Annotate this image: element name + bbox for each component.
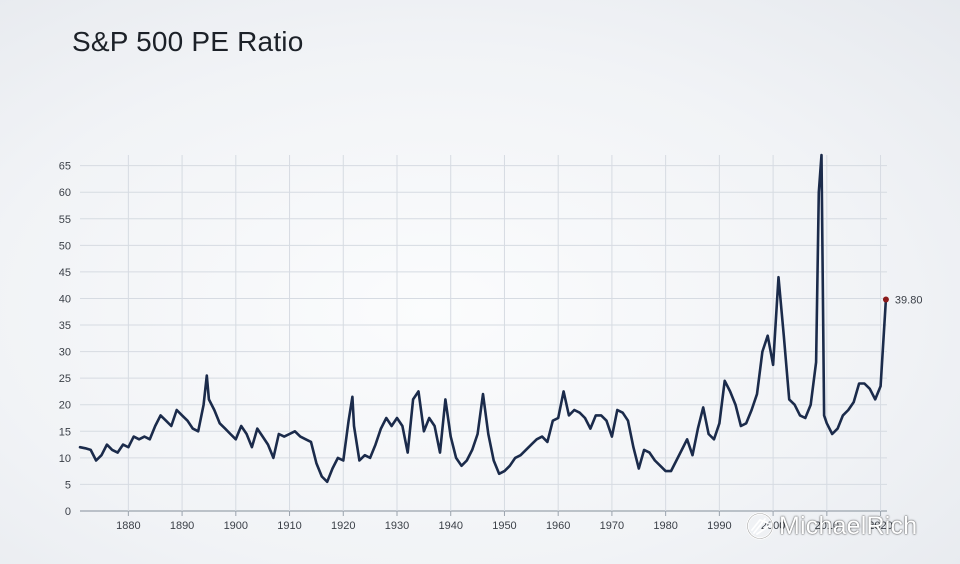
y-tick-label: 25 xyxy=(59,373,71,385)
x-tick-label: 2020 xyxy=(868,520,892,532)
chart-title: S&P 500 PE Ratio xyxy=(72,26,304,57)
end-value-label: 39.80 xyxy=(895,295,923,307)
x-tick-label: 1970 xyxy=(600,520,624,532)
x-tick-label: 1960 xyxy=(546,520,570,532)
x-tick-label: 1910 xyxy=(277,520,301,532)
watermark-text: MichaelRich xyxy=(779,511,918,540)
x-tick-label: 1890 xyxy=(170,520,194,532)
camera-lens-icon xyxy=(746,512,774,540)
x-tick-label: 1990 xyxy=(707,520,731,532)
y-tick-label: 40 xyxy=(59,293,71,305)
y-tick-label: 45 xyxy=(59,267,71,279)
y-tick-label: 15 xyxy=(59,426,71,438)
y-tick-label: 5 xyxy=(65,479,71,491)
y-tick-label: 0 xyxy=(65,506,71,518)
x-tick-label: 1900 xyxy=(224,520,248,532)
watermark: MichaelRich xyxy=(745,511,917,541)
x-tick-label: 2010 xyxy=(815,520,839,532)
x-tick-label: 1980 xyxy=(653,520,677,532)
grid-layer xyxy=(80,155,887,512)
y-tick-label: 50 xyxy=(59,240,71,252)
y-tick-label: 55 xyxy=(59,214,71,226)
y-tick-label: 65 xyxy=(59,161,71,173)
x-tick-label: 1940 xyxy=(438,520,462,532)
x-tick-label: 1930 xyxy=(385,520,409,532)
x-tick-label: 1920 xyxy=(331,520,355,532)
pe-ratio-line xyxy=(78,153,888,484)
y-tick-label: 10 xyxy=(59,453,71,465)
y-tick-label: 35 xyxy=(59,320,71,332)
x-tick-label: 1950 xyxy=(492,520,516,532)
x-tick-label: 1880 xyxy=(116,520,140,532)
y-tick-label: 30 xyxy=(59,347,71,359)
end-point-marker xyxy=(882,296,889,303)
tick-layer: 0 5 10 15 20 25 30 35 40 45 50 55 60 65 1880 1890 1900 19… xyxy=(59,161,893,532)
y-tick-label: 20 xyxy=(59,400,71,412)
y-tick-label: 60 xyxy=(59,187,71,199)
